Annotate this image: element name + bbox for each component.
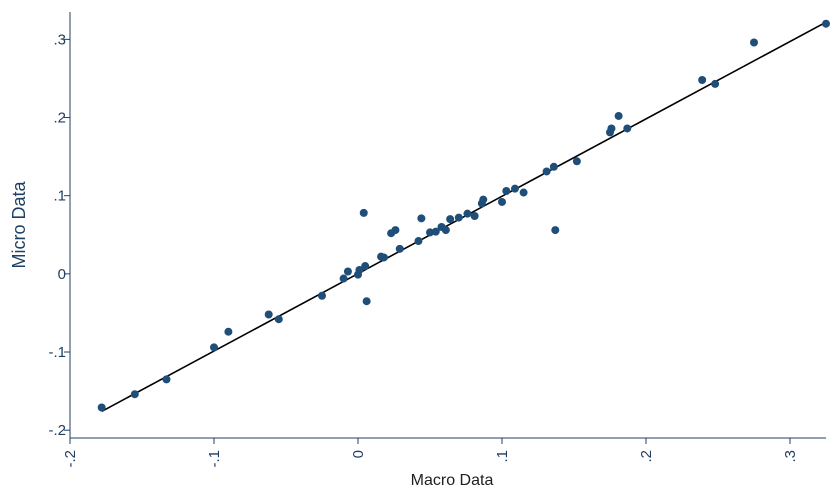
y-tick-label: .3 [53,31,66,48]
data-point [431,227,440,236]
data-point [623,124,632,133]
data-point [355,265,364,274]
data-point [549,162,558,171]
data-point [502,186,511,195]
data-point [519,188,528,197]
data-point [162,375,171,384]
data-point [362,297,371,306]
data-point [264,310,273,319]
data-point [498,197,506,206]
data-point [614,111,623,120]
x-ticks: -.2 -.1 0 .1 .2 .3 [62,438,799,468]
data-point [572,157,581,166]
x-tick-label: -.1 [206,450,223,468]
data-point [551,226,560,235]
data-point [224,327,233,336]
data-point [510,184,519,193]
x-axis-title: Macro Data [411,472,494,488]
data-point [822,19,830,28]
data-point [542,167,551,176]
data-point [698,76,707,85]
data-point [343,267,352,276]
data-point [711,79,720,88]
y-ticks: -.2 -.1 0 .1 .2 .3 [48,31,70,439]
x-tick-label: -.2 [62,450,79,468]
x-tick-label: .1 [494,450,511,463]
y-tick-label: -.2 [48,422,66,439]
data-point [463,209,472,218]
x-tick-label: .2 [638,450,655,463]
data-point [274,315,283,324]
data-point [395,244,404,253]
data-point [479,195,488,204]
data-point [361,262,370,271]
y-tick-label: .1 [53,188,66,205]
y-axis-title: Micro Data [9,181,29,269]
data-point [414,237,423,246]
data-point [417,214,426,223]
data-point [446,215,455,224]
x-tick-label: .3 [782,450,799,463]
data-point [379,253,388,262]
data-point [130,390,139,399]
data-point [210,343,218,352]
data-point [607,124,616,133]
y-tick-label: 0 [58,266,66,283]
data-point [97,403,106,412]
data-points [97,19,830,412]
data-point [750,38,758,47]
data-point [454,213,463,222]
y-tick-label: .2 [53,110,66,127]
axes [69,12,826,439]
data-point [359,208,368,217]
data-point [318,291,326,300]
x-tick-label: 0 [350,450,367,458]
data-point [441,226,450,235]
data-point [339,274,348,283]
data-point [391,226,400,235]
fit-line [101,21,827,413]
y-tick-label: -.1 [48,344,66,361]
data-point [470,212,479,221]
